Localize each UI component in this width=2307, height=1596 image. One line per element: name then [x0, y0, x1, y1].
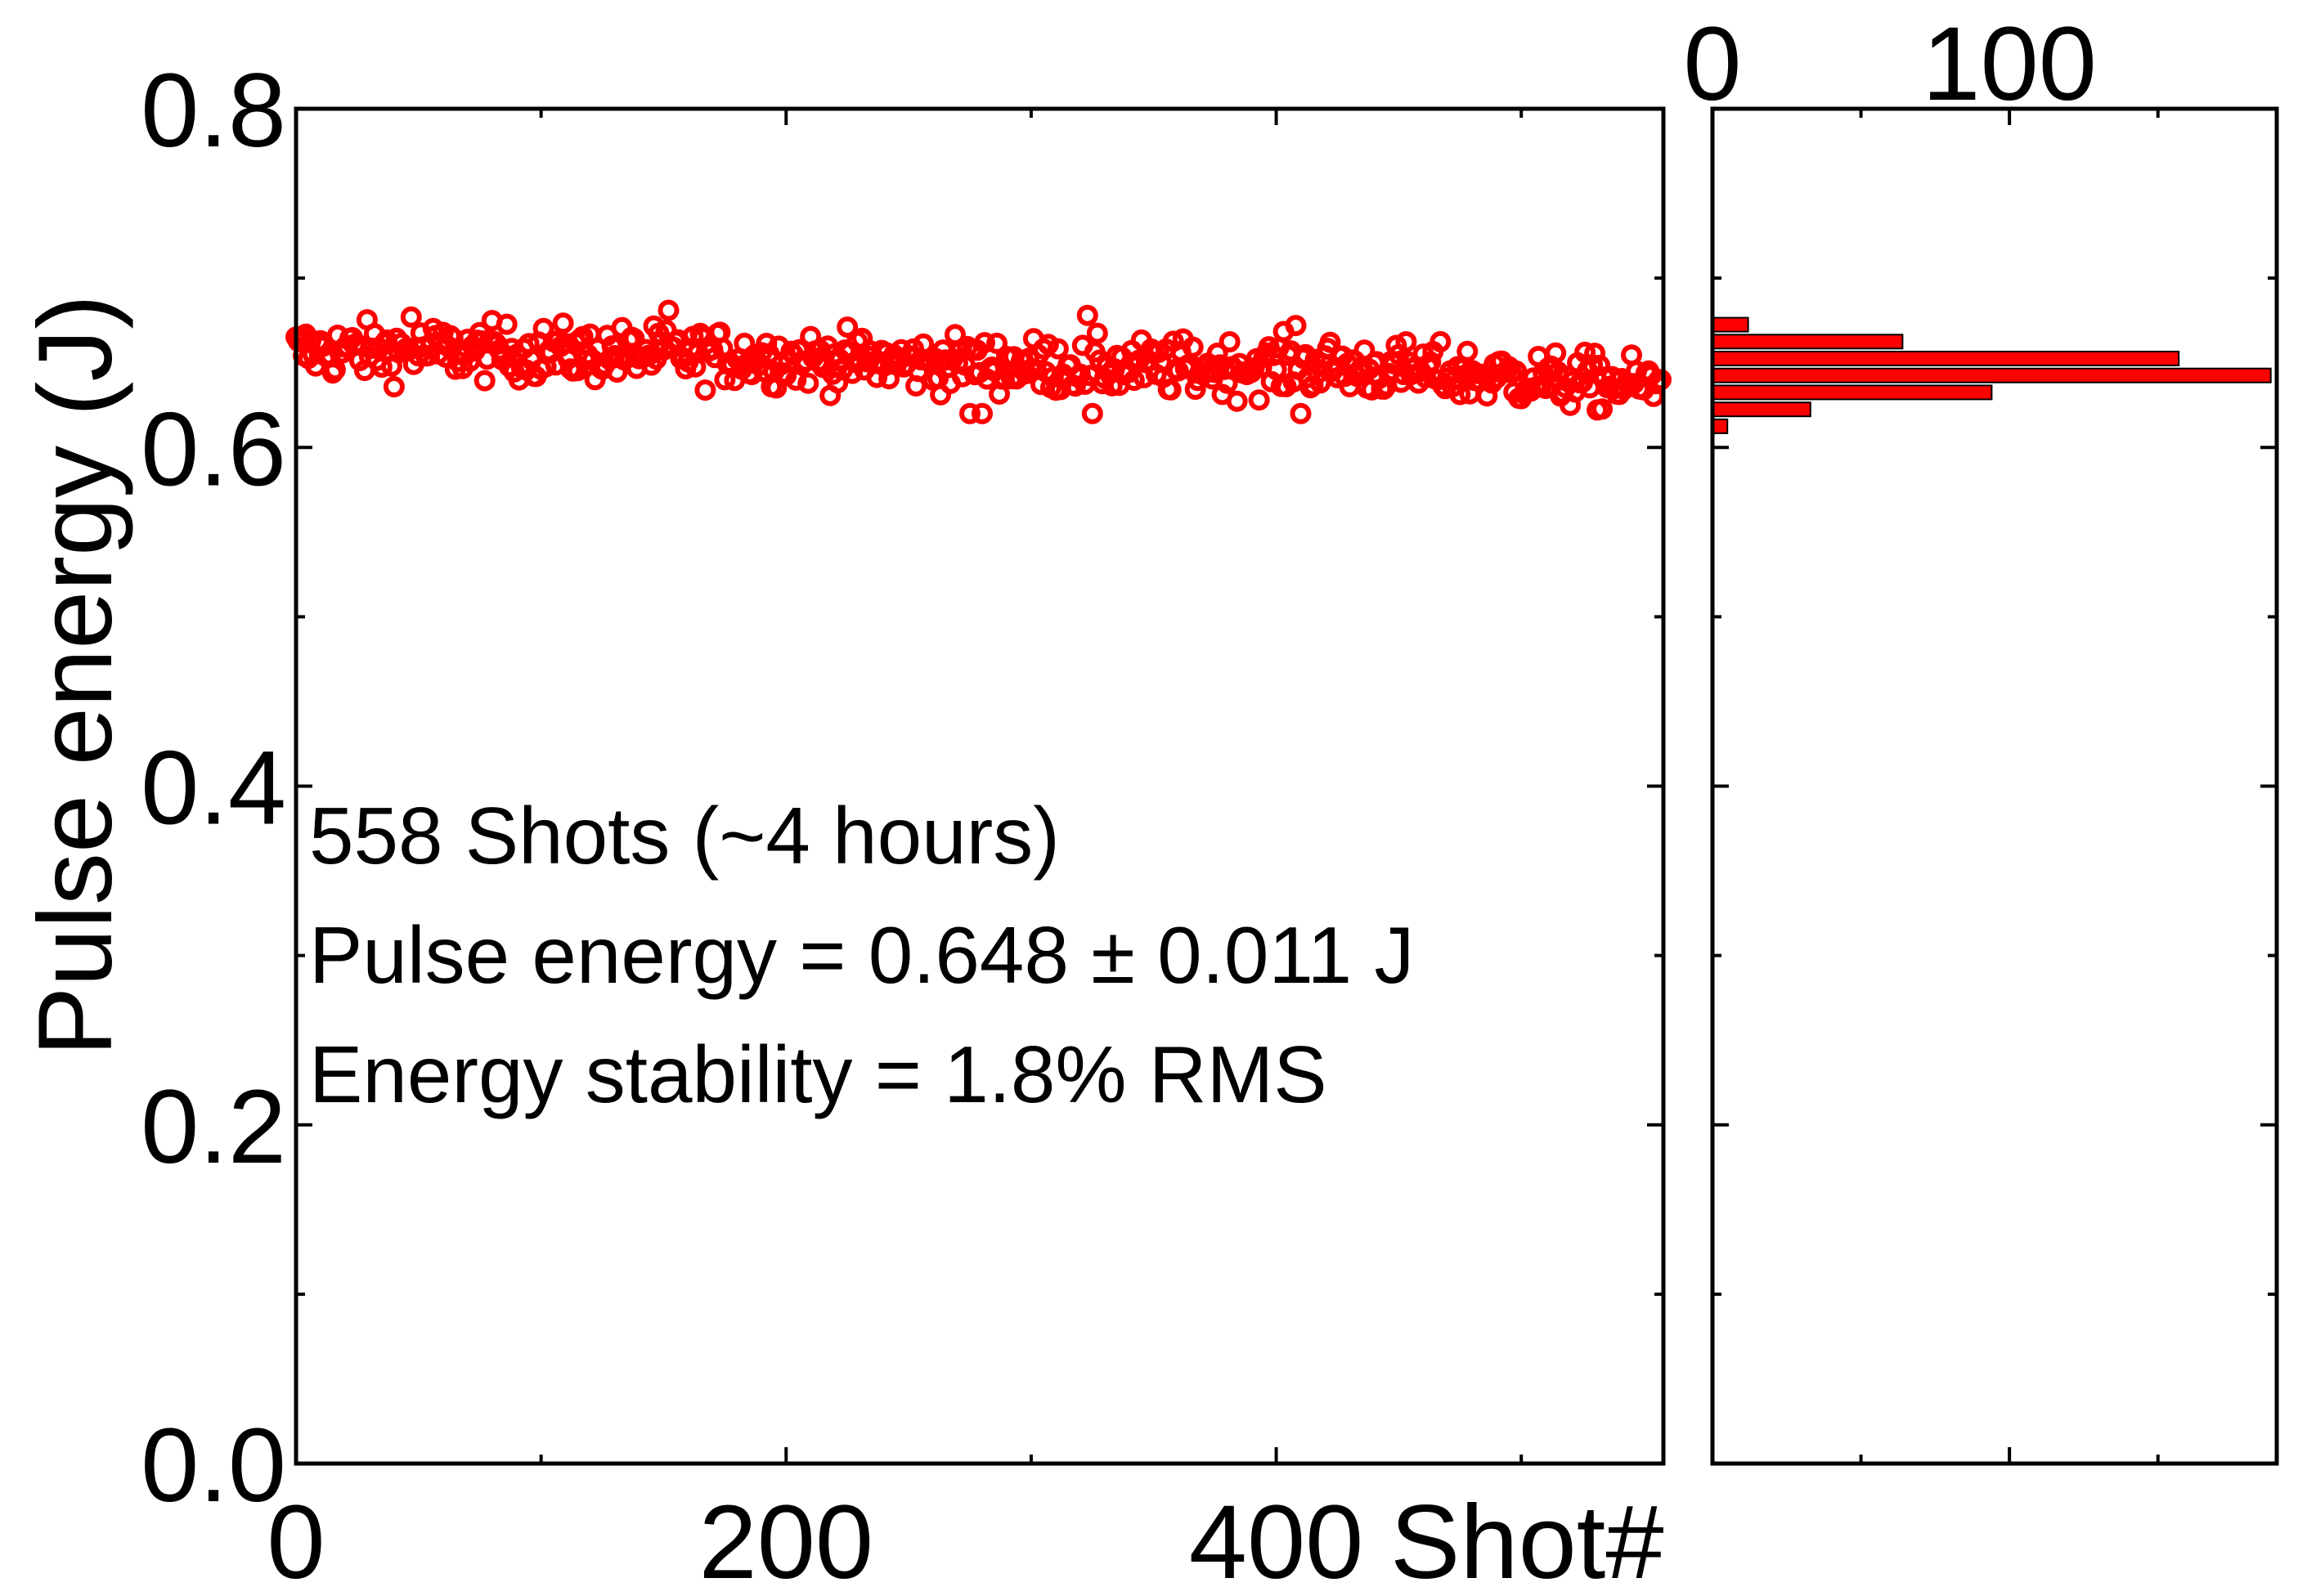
histogram-bar — [1712, 351, 2180, 366]
scatter-point — [1650, 369, 1672, 391]
hist-x-tick-label: 100 — [1922, 6, 2097, 123]
histogram-bar — [1712, 316, 1749, 333]
scatter-point — [1081, 402, 1103, 424]
hist-x-tick-label: 0 — [1683, 6, 1741, 123]
x-tick-label: 400 — [1189, 1484, 1364, 1596]
scatter-point — [1182, 336, 1204, 358]
scatter-plot-frame — [294, 106, 1666, 1466]
scatter-point — [694, 379, 716, 401]
scatter-point — [400, 306, 422, 328]
scatter-ticks — [294, 107, 1663, 1465]
scatter-point — [1591, 398, 1614, 420]
annotation-mean-energy: Pulse energy = 0.648 ± 0.011 J — [309, 910, 1414, 1000]
scatter-point — [1285, 315, 1307, 337]
scatter-point — [1219, 331, 1241, 352]
scatter-points — [285, 299, 1672, 424]
y-tick-label: 0.0 — [141, 1407, 286, 1524]
histogram-bar — [1712, 384, 1993, 401]
histogram-bar — [1712, 401, 1811, 418]
scatter-point — [496, 313, 518, 335]
y-tick-label: 0.4 — [141, 730, 286, 847]
histogram-bar — [1712, 367, 2272, 383]
scatter-panel: 0 200 400 0.0 0.2 0.4 0.6 0.8 Shot# Pulse energ… — [17, 52, 1672, 1596]
x-tick-label: 0 — [267, 1484, 325, 1596]
scatter-tick-labels: 0 200 400 0.0 0.2 0.4 0.6 0.8 — [141, 52, 1363, 1596]
scatter-point — [383, 376, 405, 397]
scatter-point — [1545, 342, 1567, 364]
x-tick-label: 200 — [699, 1484, 874, 1596]
scatter-point — [623, 328, 645, 350]
y-axis-title: Pulse energy (J) — [17, 294, 134, 1056]
scatter-point — [1160, 379, 1182, 401]
histogram-ticks — [1712, 109, 2277, 1464]
histogram-bars — [1712, 316, 2272, 434]
scatter-point — [837, 316, 859, 338]
scatter-point — [1449, 383, 1471, 406]
scatter-point — [552, 312, 574, 334]
scatter-point — [1248, 389, 1270, 411]
scatter-point — [1353, 339, 1376, 361]
scatter-point — [532, 317, 554, 339]
scatter-point — [1319, 331, 1341, 353]
histogram-tick-labels: 0 100 — [1683, 6, 2097, 123]
scatter-point — [474, 370, 496, 392]
scatter-point — [1395, 331, 1417, 352]
scatter-point — [974, 332, 995, 354]
scatter-point — [972, 402, 993, 424]
y-tick-label: 0.8 — [141, 52, 286, 169]
scatter-point — [797, 372, 819, 394]
histogram-bar — [1712, 418, 1729, 434]
y-tick-label: 0.2 — [141, 1069, 286, 1186]
scatter-point — [1290, 402, 1312, 424]
x-axis-title: Shot# — [1390, 1484, 1664, 1596]
scatter-point — [756, 333, 778, 354]
histogram-plot-frame — [1710, 106, 2279, 1466]
histogram-panel: 0 100 — [1683, 6, 2279, 1466]
y-tick-label: 0.6 — [141, 391, 286, 508]
scatter-point — [658, 299, 680, 321]
histogram-bar — [1712, 334, 1904, 350]
scatter-point — [1076, 304, 1098, 326]
scatter-point — [1086, 322, 1108, 344]
scatter-point — [1206, 343, 1228, 364]
scatter-point — [1047, 338, 1069, 360]
scatter-point — [1385, 334, 1407, 356]
annotation-shot-count: 558 Shots (~4 hours) — [309, 791, 1060, 881]
scatter-point — [1506, 360, 1528, 382]
scatter-point — [1265, 359, 1287, 380]
scatter-point — [1430, 330, 1452, 352]
scatter-point — [959, 402, 981, 424]
scatter-point — [785, 369, 807, 391]
scatter-point — [1456, 340, 1479, 362]
annotation-stability: Energy stability = 1.8% RMS — [309, 1029, 1327, 1119]
scatter-point — [986, 332, 1008, 354]
scatter-point — [1226, 390, 1248, 412]
